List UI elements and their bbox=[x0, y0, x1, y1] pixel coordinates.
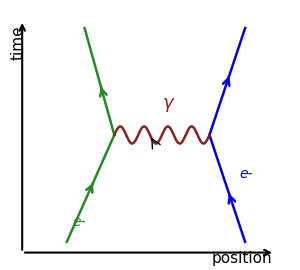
Text: e-: e- bbox=[239, 167, 253, 181]
Text: γ: γ bbox=[163, 94, 173, 112]
Text: position: position bbox=[211, 251, 272, 266]
Text: time: time bbox=[10, 25, 25, 60]
Text: e-: e- bbox=[73, 215, 86, 229]
